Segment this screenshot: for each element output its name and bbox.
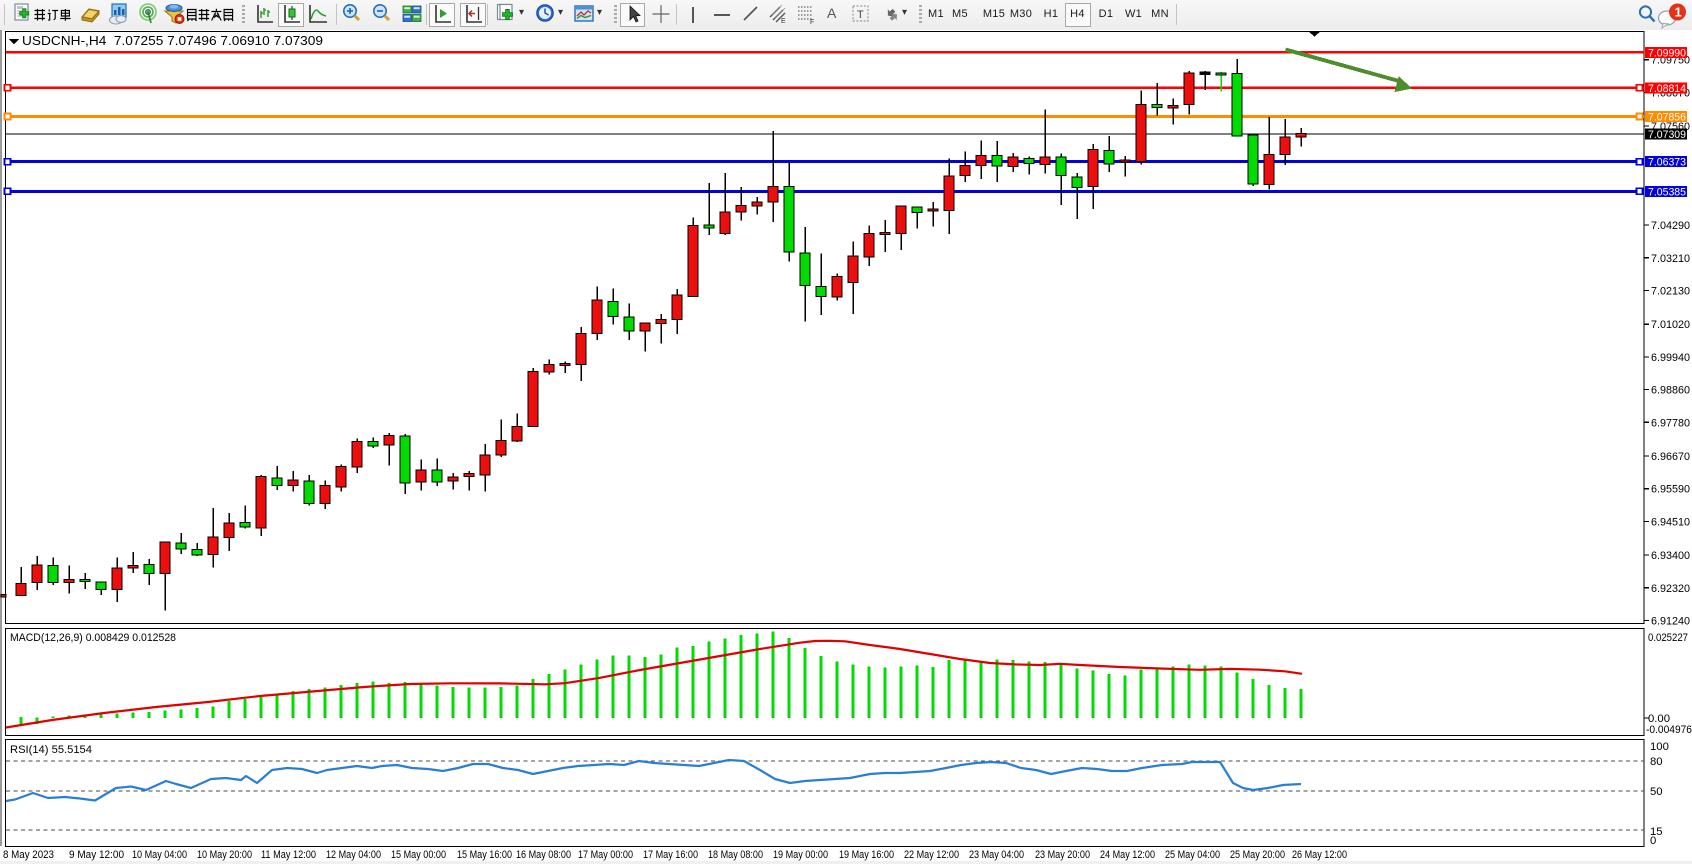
svg-text:RSI(14) 55.5154: RSI(14) 55.5154 [10, 744, 92, 756]
svg-text:17 May 00:00: 17 May 00:00 [578, 849, 633, 861]
svg-text:-0.004976: -0.004976 [1646, 724, 1692, 736]
svg-text:7.02130: 7.02130 [1651, 286, 1690, 298]
svg-text:22 May 12:00: 22 May 12:00 [904, 849, 959, 861]
svg-text:7.07856: 7.07856 [1648, 112, 1686, 124]
svg-text:0.025227: 0.025227 [1648, 632, 1688, 644]
svg-text:F: F [810, 19, 814, 25]
svg-text:15 May 16:00: 15 May 16:00 [457, 849, 512, 861]
svg-text:24 May 12:00: 24 May 12:00 [1100, 849, 1155, 861]
svg-text:7.07309: 7.07309 [1648, 129, 1686, 141]
svg-text:MACD(12,26,9) 0.008429 0.01252: MACD(12,26,9) 0.008429 0.012528 [10, 632, 176, 644]
svg-text:6.99940: 6.99940 [1651, 352, 1690, 364]
svg-text:7.05385: 7.05385 [1648, 186, 1686, 198]
svg-text:8 May 2023: 8 May 2023 [3, 849, 54, 861]
svg-text:6.94510: 6.94510 [1651, 516, 1690, 528]
svg-text:7.04290: 7.04290 [1651, 220, 1690, 232]
svg-text:19 May 16:00: 19 May 16:00 [839, 849, 894, 861]
svg-text:6.91240: 6.91240 [1651, 616, 1690, 628]
svg-text:7.03210: 7.03210 [1651, 253, 1690, 265]
svg-text:0: 0 [1650, 835, 1656, 847]
svg-text:7.06373: 7.06373 [1648, 157, 1686, 169]
svg-text:6.95590: 6.95590 [1651, 484, 1690, 496]
svg-text:10 May 20:00: 10 May 20:00 [197, 849, 252, 861]
svg-text:12 May 04:00: 12 May 04:00 [326, 849, 381, 861]
svg-text:23 May 04:00: 23 May 04:00 [969, 849, 1024, 861]
svg-text:25 May 04:00: 25 May 04:00 [1165, 849, 1220, 861]
svg-text:6.93400: 6.93400 [1651, 550, 1690, 562]
svg-text:7.09990: 7.09990 [1648, 47, 1686, 59]
svg-text:11 May 12:00: 11 May 12:00 [261, 849, 316, 861]
svg-text:50: 50 [1650, 786, 1663, 798]
svg-text:6.97780: 6.97780 [1651, 417, 1690, 429]
svg-text:USDCNH-,H4 7.07255 7.07496 7.: USDCNH-,H4 7.07255 7.07496 7.06910 7.073… [22, 34, 323, 48]
svg-text:1: 1 [1675, 5, 1682, 20]
svg-text:10 May 04:00: 10 May 04:00 [132, 849, 187, 861]
svg-text:T: T [857, 9, 864, 21]
svg-text:25 May 20:00: 25 May 20:00 [1230, 849, 1285, 861]
svg-text:7.08814: 7.08814 [1648, 83, 1686, 95]
svg-text:16 May 08:00: 16 May 08:00 [516, 849, 571, 861]
svg-text:23 May 20:00: 23 May 20:00 [1035, 849, 1090, 861]
svg-text:17 May 16:00: 17 May 16:00 [643, 849, 698, 861]
svg-text:7.09750: 7.09750 [1651, 55, 1690, 67]
svg-text:6.98860: 6.98860 [1651, 385, 1690, 397]
svg-text:15: 15 [1650, 826, 1663, 838]
svg-text:80: 80 [1650, 756, 1663, 768]
svg-text:18 May 08:00: 18 May 08:00 [708, 849, 763, 861]
svg-text:E: E [781, 18, 786, 25]
svg-text:19 May 00:00: 19 May 00:00 [773, 849, 828, 861]
svg-text:0.00: 0.00 [1648, 713, 1670, 725]
svg-text:26 May 12:00: 26 May 12:00 [1292, 849, 1347, 861]
svg-text:6.92320: 6.92320 [1651, 583, 1690, 595]
svg-text:9 May 12:00: 9 May 12:00 [69, 849, 124, 861]
svg-text:7.01020: 7.01020 [1651, 319, 1690, 331]
svg-text:6.96670: 6.96670 [1651, 451, 1690, 463]
svg-text:15 May 00:00: 15 May 00:00 [391, 849, 446, 861]
svg-text:100: 100 [1650, 741, 1669, 753]
